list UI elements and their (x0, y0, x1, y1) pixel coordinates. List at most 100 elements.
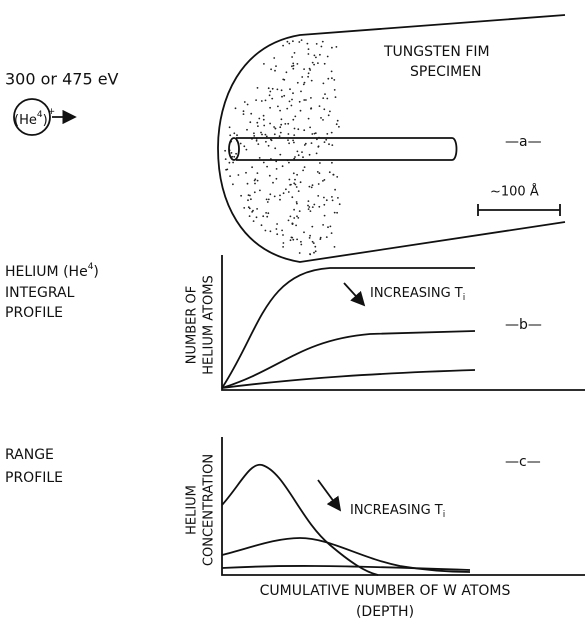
atom-dot (279, 194, 281, 197)
atom-dot (266, 215, 269, 218)
atom-dot (265, 140, 267, 143)
atom-dot (315, 152, 318, 155)
atom-dot (299, 109, 302, 112)
atom-dot (281, 95, 283, 98)
curve (221, 464, 379, 576)
atom-dot (315, 56, 317, 59)
atom-dot (334, 188, 336, 191)
atom-dot (253, 179, 256, 182)
atom-dot (329, 110, 331, 113)
atom-dot (256, 87, 259, 89)
atom-dot (273, 126, 275, 128)
trend-arrow (343, 282, 366, 307)
atom-dot (274, 69, 276, 72)
ion-close: ) (43, 113, 48, 128)
atom-dot (292, 118, 295, 121)
atom-dot (291, 98, 293, 101)
energy-label: 300 or 475 eV (5, 70, 119, 89)
atom-dot (310, 107, 313, 109)
atom-dot (303, 144, 306, 146)
atom-dot (282, 44, 284, 47)
atom-dot (288, 42, 291, 45)
atom-dot (271, 97, 274, 100)
atom-dot (323, 62, 326, 65)
atom-dot (277, 105, 279, 108)
atom-dot (309, 69, 312, 71)
atom-dot (287, 122, 290, 125)
atom-dot (243, 145, 246, 148)
atom-dot (333, 79, 336, 81)
atom-dot (293, 157, 296, 160)
atom-dot (247, 194, 250, 197)
atom-dot (331, 77, 333, 80)
atom-dot (323, 203, 326, 206)
atom-dot (299, 181, 302, 184)
atom-dot (300, 90, 302, 93)
atom-dot (259, 189, 261, 192)
panel-tag: —b— (505, 317, 542, 333)
atom-dot (298, 210, 301, 213)
y-axis-label: HELIUM ATOMS (202, 275, 217, 374)
atom-dot (318, 105, 321, 107)
atom-dot (314, 250, 317, 253)
atom-dot (292, 92, 294, 95)
atom-dot (313, 203, 316, 206)
atom-dot (275, 168, 278, 170)
atom-dot (290, 104, 293, 107)
atom-dot (310, 186, 313, 189)
x-axis-label: (DEPTH) (356, 604, 414, 619)
atom-dot (257, 125, 259, 127)
atom-dot (325, 138, 328, 141)
atom-dot (269, 122, 271, 125)
atom-dot (282, 234, 284, 236)
atom-dot (282, 192, 285, 195)
trend-arrow (317, 479, 342, 512)
specimen-label: TUNGSTEN FIM (383, 44, 490, 60)
atom-dot (247, 206, 250, 209)
atom-dot (262, 161, 265, 164)
atom-dot (296, 63, 299, 65)
atom-dot (226, 168, 229, 171)
atom-dot (331, 199, 334, 202)
atom-dot (275, 65, 277, 67)
atom-dot (284, 123, 287, 125)
atom-dot (290, 183, 292, 186)
atom-dot (242, 110, 245, 113)
atom-dot (330, 131, 333, 134)
atom-dot (307, 48, 310, 50)
atom-dot (242, 113, 245, 115)
atom-dot (333, 211, 336, 214)
atom-dot (335, 123, 338, 126)
atom-dot (275, 160, 278, 163)
atom-dot (251, 166, 254, 169)
atom-dot (331, 46, 333, 49)
atom-dot (297, 128, 300, 131)
atom-dot (255, 99, 257, 101)
ion-symbol: (He (14, 113, 37, 128)
atom-dot (296, 215, 298, 218)
atom-dot (281, 229, 283, 232)
atom-dot (326, 55, 329, 58)
atom-dot (239, 142, 242, 145)
atom-dot (322, 224, 324, 226)
atom-dot (232, 161, 235, 164)
atom-dot (318, 205, 321, 208)
atom-dot (240, 194, 243, 197)
atom-dot (292, 62, 295, 65)
atom-dot (285, 71, 288, 74)
atom-dot (287, 133, 290, 135)
atom-dot (309, 234, 311, 237)
atom-dot (256, 179, 259, 182)
atom-dot (261, 133, 263, 136)
atom-dot (333, 89, 336, 91)
atom-dot (292, 67, 295, 70)
atom-dot (251, 211, 254, 213)
atom-dot (310, 79, 313, 82)
atom-dot (303, 129, 306, 132)
atom-dot (313, 132, 316, 135)
atom-dot (303, 231, 305, 234)
atom-dot (338, 125, 340, 128)
atom-dot (234, 107, 237, 110)
atom-dot (265, 212, 267, 214)
